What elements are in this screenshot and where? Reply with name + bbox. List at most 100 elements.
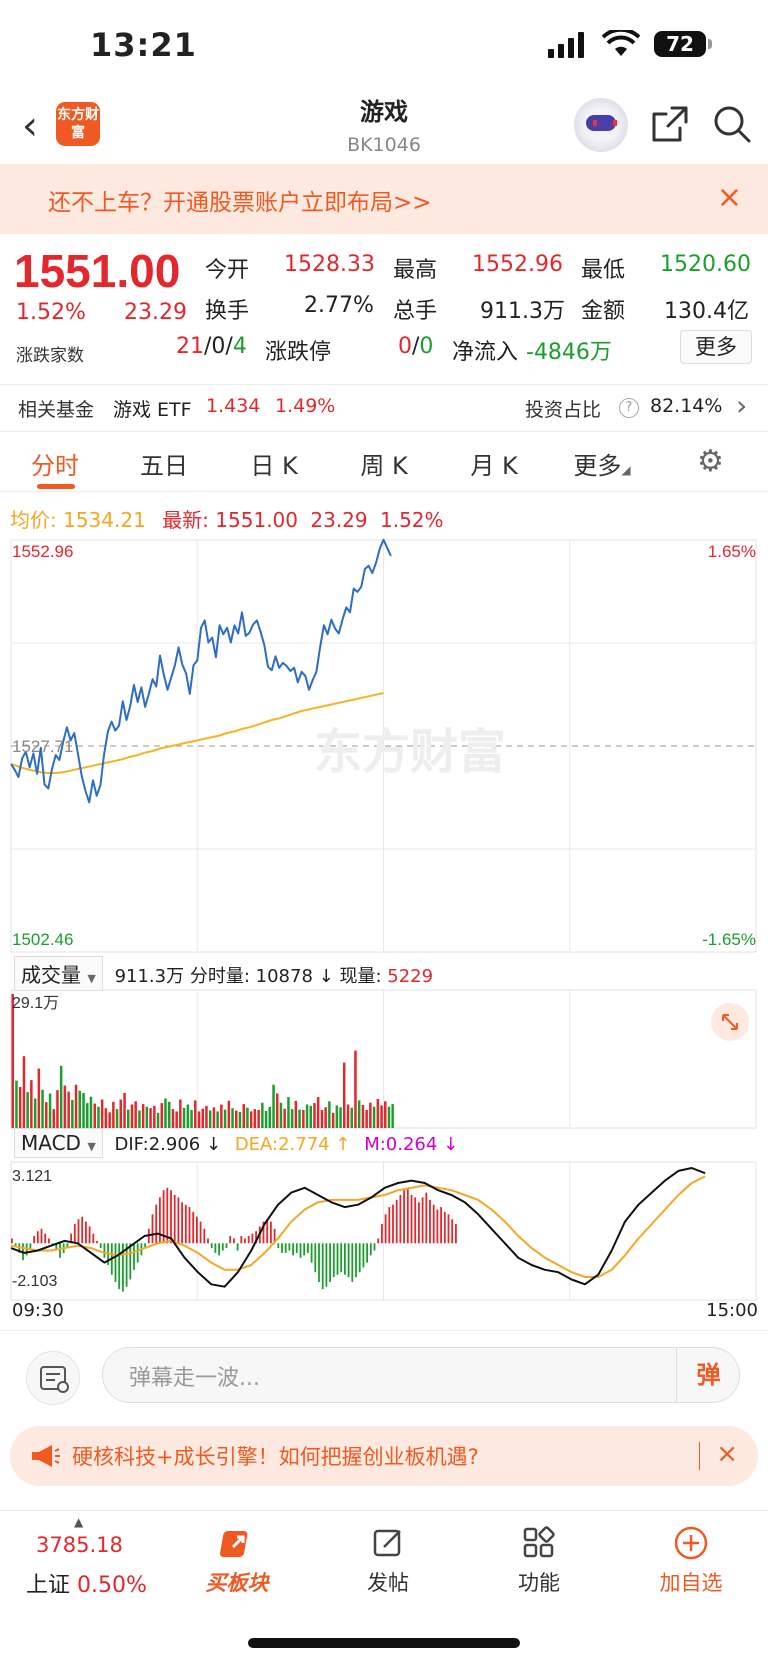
tab-month-k[interactable]: 月 K <box>470 452 518 480</box>
share-icon[interactable] <box>650 104 690 144</box>
macd-bar <box>406 1187 409 1244</box>
tab-day-k[interactable]: 日 K <box>250 452 298 480</box>
dropdown-icon: ◢ <box>621 463 631 477</box>
add-watchlist-button[interactable]: 加自选 <box>636 1525 746 1597</box>
fund-pct: 1.49% <box>275 395 336 417</box>
post-button[interactable]: 发帖 <box>333 1525 443 1597</box>
macd-bar <box>214 1243 217 1253</box>
macd-bar <box>377 1238 380 1244</box>
volume-bar <box>354 1050 357 1128</box>
open-account-banner[interactable]: 还不上车？开通股票账户立即布局>> × <box>0 164 768 234</box>
volume-bar <box>290 1109 294 1128</box>
signal-icon <box>548 32 584 58</box>
macd-bar <box>366 1243 368 1263</box>
macd-bar <box>373 1243 376 1251</box>
macd-bar <box>403 1190 405 1244</box>
macd-bar <box>358 1243 361 1273</box>
back-icon[interactable]: ‹ <box>22 103 38 149</box>
macd-bar <box>266 1219 269 1244</box>
volume-bar <box>11 994 14 1128</box>
bottom-bar: ▲ 3785.18 上证 0.50% 买板块 发帖 功能 加自选 <box>0 1510 768 1662</box>
index-value[interactable]: 3785.18 <box>36 1533 123 1557</box>
volume-bar <box>190 1110 193 1128</box>
related-fund-row[interactable]: 相关基金 游戏 ETF 1.434 1.49% 投资占比 ? 82.14% › <box>0 384 768 432</box>
total-volume: 911.3万 <box>114 966 185 987</box>
more-button[interactable]: 更多 <box>680 330 752 364</box>
macd-bar <box>447 1214 450 1244</box>
volume-bar <box>268 1106 271 1128</box>
macd-bar <box>251 1233 254 1244</box>
price-low-label: 1502.46 <box>12 930 73 949</box>
macd-bar <box>240 1236 243 1244</box>
macd-bar <box>166 1187 169 1244</box>
volume-bar <box>279 1102 283 1128</box>
gear-icon[interactable]: ⚙ <box>697 444 724 479</box>
macd-bar <box>355 1243 357 1278</box>
volume-bars <box>11 994 394 1128</box>
volume-bar <box>56 1090 59 1128</box>
macd-bar <box>455 1224 457 1244</box>
plus-circle-icon <box>674 1526 708 1560</box>
volume-bar <box>235 1110 238 1128</box>
macd-bar <box>77 1219 80 1244</box>
macd-bar <box>170 1190 172 1244</box>
chinext-banner[interactable]: 硬核科技+成长引擎！如何把握创业板机遇? × <box>10 1426 758 1486</box>
close-icon[interactable]: × <box>716 1439 738 1469</box>
tab-five-day[interactable]: 五日 <box>140 452 188 480</box>
index-row[interactable]: 上证 0.50% <box>26 1567 147 1599</box>
chevron-down-icon: ▼ <box>87 1140 96 1153</box>
danmu-toggle-button[interactable]: 弹 <box>676 1347 740 1403</box>
latest-pct: 1.52% <box>380 508 444 532</box>
volume-bar <box>257 1110 260 1128</box>
functions-button[interactable]: 功能 <box>484 1525 594 1597</box>
volume-bar <box>104 1108 108 1128</box>
current-volume-label: 现量: <box>339 966 382 987</box>
tab-week-k[interactable]: 周 K <box>360 452 408 480</box>
watermark: 东方财富 <box>314 726 506 779</box>
macd-bar <box>425 1192 428 1244</box>
macd-bar <box>66 1243 69 1249</box>
macd-bar <box>36 1231 39 1244</box>
volume-bar <box>182 1107 186 1128</box>
eastmoney-logo: 东方财富 <box>56 102 100 146</box>
macd-bar <box>432 1204 435 1244</box>
amount-value: 130.4亿 <box>664 299 749 324</box>
help-icon[interactable]: ? <box>619 398 639 418</box>
macd-bar <box>155 1204 158 1244</box>
netflow-value: -4846万 <box>526 340 612 365</box>
amount-label: 金额 <box>581 299 626 324</box>
grid-icon <box>523 1526 555 1558</box>
banner-text[interactable]: 还不上车？开通股票账户立即布局>> <box>48 190 432 216</box>
tab-more[interactable]: 更多◢ <box>557 446 647 481</box>
buy-sector-button[interactable]: 买板块 <box>182 1525 292 1597</box>
macd-bar <box>14 1243 17 1246</box>
comment-settings-icon[interactable] <box>26 1351 80 1405</box>
fund-label: 相关基金 <box>18 399 95 421</box>
change-pct: 1.52% <box>16 300 86 325</box>
search-icon[interactable] <box>712 104 752 144</box>
fund-name[interactable]: 游戏 ETF <box>113 399 192 421</box>
volume-indicator-select[interactable]: 成交量 ▼ <box>14 956 103 991</box>
ratio-value: 82.14% <box>650 395 723 417</box>
danmu-input[interactable]: 弹幕走一波... <box>102 1347 740 1403</box>
volume-bar <box>89 1096 93 1128</box>
tab-intraday[interactable]: 分时 <box>31 452 79 480</box>
volume-bar <box>149 1108 152 1128</box>
expand-icon[interactable] <box>711 1003 749 1041</box>
high-label: 最高 <box>393 258 438 283</box>
macd-bar <box>144 1243 146 1249</box>
fund-price: 1.434 <box>206 395 261 417</box>
close-icon[interactable]: × <box>716 180 742 215</box>
macd-indicator-select[interactable]: MACD ▼ <box>14 1128 103 1158</box>
macd-bar <box>429 1199 431 1244</box>
macd-bar <box>136 1243 139 1263</box>
wifi-icon <box>602 30 640 56</box>
banner-bottom-text[interactable]: 硬核科技+成长引擎！如何把握创业板机遇? <box>72 1445 479 1469</box>
intraday-chart[interactable]: 东方财富 1552.96 1527.71 1502.46 1.65% -1.65… <box>0 534 768 1304</box>
chevron-right-icon[interactable]: › <box>736 389 748 422</box>
macd-lines <box>10 1167 706 1288</box>
chart-tabs: 分时 五日 日 K 周 K 月 K 更多◢ ⚙ <box>0 432 768 492</box>
ai-assistant-icon[interactable] <box>574 98 628 152</box>
volume-bar <box>130 1104 134 1128</box>
macd-bar <box>33 1236 35 1244</box>
